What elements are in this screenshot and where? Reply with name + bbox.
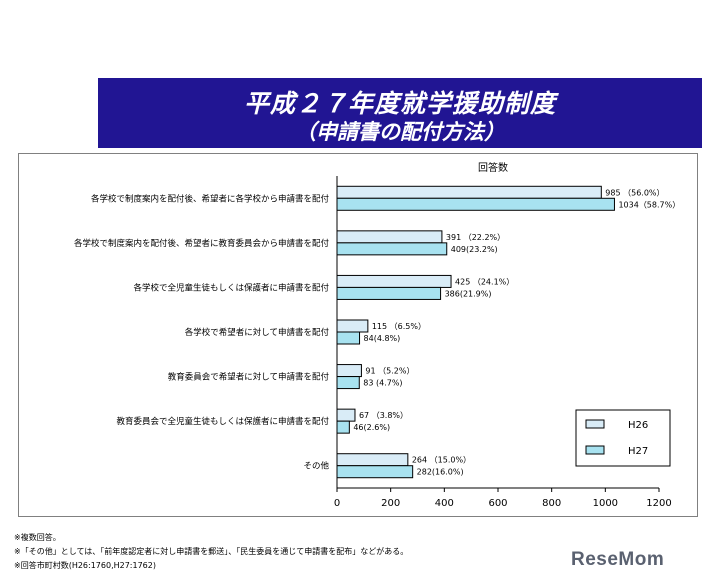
footnote: ※「その他」としては、「前年度認定者に対し申請書を郵送」、「民生委員を通じて申請… (14, 547, 409, 556)
bar-h27 (336, 331, 361, 345)
bar-h26 (336, 230, 443, 244)
legend-label: H27 (628, 446, 648, 457)
bar-h27 (336, 376, 360, 390)
x-tick-label: 0 (334, 498, 340, 509)
data-label: 84(4.8%) (364, 334, 401, 343)
footnote: ※複数回答。 (14, 533, 61, 542)
category-label: 各学校で制度案内を配付後、希望者に教育委員会から申請書を配付 (74, 238, 330, 249)
data-label: 386(21.9%) (445, 289, 492, 298)
bar-h27 (336, 465, 414, 479)
data-label: 425 （24.1%） (455, 277, 514, 286)
data-label: 282(16.0%) (417, 468, 464, 477)
x-tick-label: 1000 (593, 498, 618, 509)
category-label: 各学校で全児童生徒もしくは保護者に申請書を配付 (133, 282, 329, 293)
category-label: 各学校で希望者に対して申請書を配付 (185, 327, 330, 338)
chart-title: 平成２７年度就学援助制度 (243, 89, 556, 118)
category-label: 教育委員会で全児童生徒もしくは保護者に申請書を配付 (116, 416, 329, 427)
data-label: 67 （3.8%） (359, 411, 408, 420)
logo-text: ReseMom (571, 549, 665, 570)
data-label: 264 （15.0%） (412, 456, 471, 465)
data-label: 409(23.2%) (451, 245, 498, 254)
bar-h27 (336, 286, 442, 300)
bar-h26 (336, 364, 362, 378)
data-label: 391 （22.2%） (446, 233, 505, 242)
chart-area: 回答数各学校で制度案内を配付後、希望者に各学校から申請書を配付 985 （56.0… (18, 153, 698, 517)
footnotes: ※複数回答。 ※「その他」としては、「前年度認定者に対し申請書を郵送」、「民生委… (14, 531, 574, 573)
data-label: 1034（58.7%） (618, 200, 680, 209)
legend-swatch (585, 419, 605, 429)
data-label: 83 (4.7%) (363, 379, 402, 388)
bar-h26 (336, 319, 369, 333)
bar-h26 (336, 408, 356, 422)
x-tick-label: 200 (381, 498, 400, 509)
category-label: その他 (303, 461, 329, 472)
data-label: 985 （56.0%） (605, 188, 664, 197)
x-tick-label: 1200 (646, 498, 671, 509)
header-label: 回答数 (478, 161, 508, 174)
bar-h27 (336, 420, 350, 434)
chart-subtitle: （申請書の配付方法） (295, 120, 505, 144)
category-label: 各学校で制度案内を配付後、希望者に各学校から申請書を配付 (91, 193, 330, 204)
data-label: 115 （6.5%） (372, 322, 426, 331)
data-label: 46(2.6%) (353, 423, 390, 432)
category-label: 教育委員会で希望者に対して申請書を配付 (168, 372, 330, 383)
bar-h26 (336, 274, 452, 288)
legend-swatch (585, 445, 605, 455)
bar-h27 (336, 242, 448, 256)
legend-label: H26 (628, 420, 648, 431)
bar-h26 (336, 185, 602, 199)
resemom-logo: ReseMom (571, 549, 664, 571)
bar-h27 (336, 197, 615, 211)
footnote: ※回答市町村数(H26:1760,H27:1762) (14, 561, 156, 570)
bar-h26 (336, 453, 409, 467)
x-tick-label: 600 (488, 498, 507, 509)
x-tick-label: 400 (435, 498, 454, 509)
x-tick-label: 800 (542, 498, 561, 509)
title-banner: 平成２７年度就学援助制度 （申請書の配付方法） (98, 78, 702, 148)
legend-box (575, 409, 671, 467)
data-label: 91 （5.2%） (365, 367, 414, 376)
